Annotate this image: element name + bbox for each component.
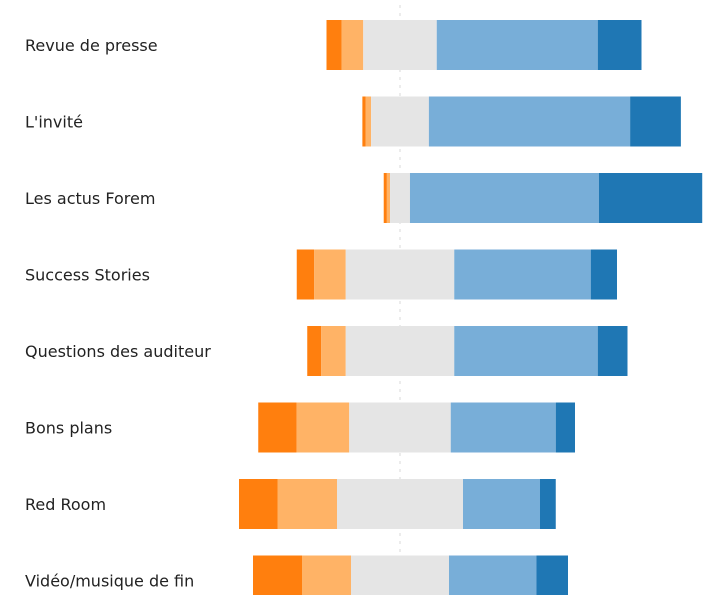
- bar-segment: [597, 20, 642, 70]
- category-labels: Revue de presse L'invité Les actus Forem Su…: [25, 36, 211, 591]
- category-label: Revue de presse: [25, 36, 158, 55]
- bar-segment: [449, 555, 537, 595]
- bar-segment: [597, 326, 628, 376]
- category-label: Red Room: [25, 495, 106, 514]
- category-label: Questions des auditeur: [25, 342, 211, 361]
- bar-segment: [450, 402, 556, 453]
- bar-segment: [540, 479, 556, 529]
- bar-segment: [436, 20, 598, 70]
- bar-segment: [341, 20, 364, 70]
- bar-segment: [454, 249, 591, 300]
- bar-segment: [239, 479, 278, 529]
- bar-segment: [555, 402, 575, 453]
- bar-segment: [363, 20, 437, 70]
- bar-segment: [349, 402, 451, 453]
- bar-segment: [454, 326, 598, 376]
- category-label: Les actus Forem: [25, 189, 155, 208]
- bar-segment: [598, 173, 703, 223]
- bar-segment: [351, 555, 449, 595]
- bar-segment: [590, 249, 617, 300]
- category-label: Success Stories: [25, 266, 150, 285]
- bar-segment: [277, 479, 337, 529]
- bar-segment: [337, 479, 463, 529]
- bar-segment: [326, 20, 342, 70]
- bar-segment: [296, 249, 315, 300]
- category-label: L'invité: [25, 113, 83, 132]
- bar-segment: [463, 479, 540, 529]
- bar-segment: [296, 402, 350, 453]
- bar-segment: [345, 326, 455, 376]
- bar-segment: [386, 173, 391, 223]
- bar-segment: [365, 96, 372, 147]
- bar-segment: [302, 555, 351, 595]
- bar-segment: [371, 96, 429, 147]
- bar-segment: [258, 402, 297, 453]
- bar-segment: [253, 555, 302, 595]
- bar-segment: [314, 249, 346, 300]
- category-label: Bons plans: [25, 419, 112, 438]
- bar-segment: [383, 173, 387, 223]
- bar-segment: [321, 326, 346, 376]
- bar-segment: [362, 96, 366, 147]
- bar-segment: [536, 555, 568, 595]
- bar-segment: [428, 96, 631, 147]
- category-label: Vidéo/musique de fin: [25, 572, 194, 591]
- bar-segment: [307, 326, 322, 376]
- bar-segment: [409, 173, 599, 223]
- bar-segment: [390, 173, 410, 223]
- bars: [239, 20, 703, 595]
- bar-segment: [345, 249, 455, 300]
- bar-segment: [630, 96, 681, 147]
